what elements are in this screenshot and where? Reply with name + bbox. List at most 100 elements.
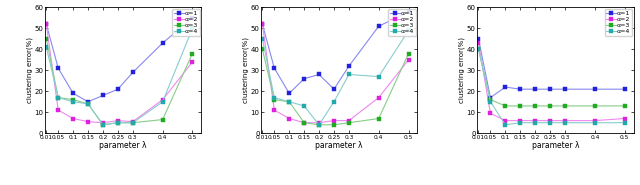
α=4 — [69, 101, 77, 103]
Y-axis label: clustering error(%): clustering error(%) — [459, 37, 465, 103]
α=3 — [54, 96, 62, 99]
Line: α=1: α=1 — [260, 9, 411, 95]
X-axis label: parameter λ: parameter λ — [99, 141, 147, 150]
α=3 — [271, 99, 278, 101]
α=3 — [285, 101, 293, 103]
α=1 — [129, 71, 136, 73]
α=4 — [114, 122, 122, 124]
α=4 — [547, 122, 554, 124]
α=2 — [42, 23, 50, 25]
α=3 — [547, 105, 554, 107]
α=1 — [259, 23, 266, 25]
α=4 — [345, 73, 353, 76]
Line: α=1: α=1 — [44, 16, 195, 104]
α=1 — [54, 67, 62, 69]
Line: α=4: α=4 — [476, 47, 627, 127]
α=4 — [159, 101, 166, 103]
α=4 — [475, 48, 483, 51]
Line: α=2: α=2 — [260, 22, 411, 125]
α=3 — [531, 105, 539, 107]
α=3 — [502, 105, 509, 107]
α=1 — [531, 88, 539, 90]
α=1 — [69, 92, 77, 95]
α=2 — [285, 117, 293, 120]
α=3 — [316, 124, 323, 126]
Legend: α=1, α=2, α=3, α=4: α=1, α=2, α=3, α=4 — [388, 9, 416, 36]
Legend: α=1, α=2, α=3, α=4: α=1, α=2, α=3, α=4 — [605, 9, 632, 36]
α=1 — [375, 25, 383, 27]
α=4 — [404, 29, 412, 32]
α=2 — [516, 120, 524, 122]
α=3 — [561, 105, 569, 107]
α=2 — [345, 120, 353, 122]
α=3 — [516, 105, 524, 107]
α=1 — [271, 67, 278, 69]
α=4 — [375, 75, 383, 78]
α=1 — [502, 86, 509, 88]
α=1 — [486, 96, 494, 99]
α=4 — [271, 96, 278, 99]
α=4 — [486, 101, 494, 103]
Y-axis label: clustering error(%): clustering error(%) — [243, 37, 249, 103]
α=1 — [84, 101, 92, 103]
α=2 — [129, 121, 136, 123]
α=2 — [316, 122, 323, 124]
α=1 — [516, 88, 524, 90]
α=1 — [285, 92, 293, 95]
α=1 — [114, 88, 122, 90]
α=2 — [475, 42, 483, 44]
α=1 — [345, 65, 353, 67]
α=3 — [621, 105, 628, 107]
α=2 — [547, 120, 554, 122]
α=4 — [621, 122, 628, 124]
Line: α=3: α=3 — [476, 47, 627, 108]
α=4 — [285, 101, 293, 103]
α=1 — [300, 78, 308, 80]
X-axis label: parameter λ: parameter λ — [532, 141, 579, 150]
α=4 — [561, 122, 569, 124]
α=3 — [591, 105, 598, 107]
α=3 — [84, 103, 92, 105]
Line: α=4: α=4 — [44, 26, 195, 127]
Line: α=3: α=3 — [44, 37, 195, 127]
α=2 — [189, 61, 196, 63]
α=1 — [561, 88, 569, 90]
α=4 — [502, 124, 509, 126]
α=1 — [42, 23, 50, 25]
Line: α=2: α=2 — [44, 22, 195, 125]
α=1 — [621, 88, 628, 90]
α=3 — [345, 122, 353, 124]
α=2 — [259, 23, 266, 25]
Legend: α=1, α=2, α=3, α=4: α=1, α=2, α=3, α=4 — [172, 9, 200, 36]
α=3 — [99, 124, 107, 126]
α=3 — [330, 124, 338, 126]
α=4 — [99, 124, 107, 126]
α=4 — [516, 122, 524, 124]
α=2 — [486, 112, 494, 114]
α=2 — [375, 96, 383, 99]
α=2 — [502, 120, 509, 122]
α=2 — [114, 120, 122, 122]
α=1 — [99, 94, 107, 97]
α=1 — [159, 42, 166, 44]
Line: α=4: α=4 — [260, 28, 411, 127]
α=3 — [300, 122, 308, 124]
α=3 — [404, 52, 412, 55]
α=4 — [259, 38, 266, 40]
α=3 — [42, 38, 50, 40]
α=4 — [189, 27, 196, 29]
α=2 — [404, 59, 412, 61]
α=2 — [54, 109, 62, 111]
α=3 — [475, 48, 483, 51]
α=1 — [591, 88, 598, 90]
α=2 — [330, 120, 338, 122]
Y-axis label: clustering error(%): clustering error(%) — [26, 37, 33, 103]
α=4 — [54, 96, 62, 99]
α=1 — [475, 38, 483, 40]
X-axis label: parameter λ: parameter λ — [316, 141, 363, 150]
α=3 — [375, 117, 383, 120]
α=2 — [531, 120, 539, 122]
Line: α=2: α=2 — [476, 41, 627, 123]
α=1 — [547, 88, 554, 90]
α=2 — [99, 122, 107, 124]
